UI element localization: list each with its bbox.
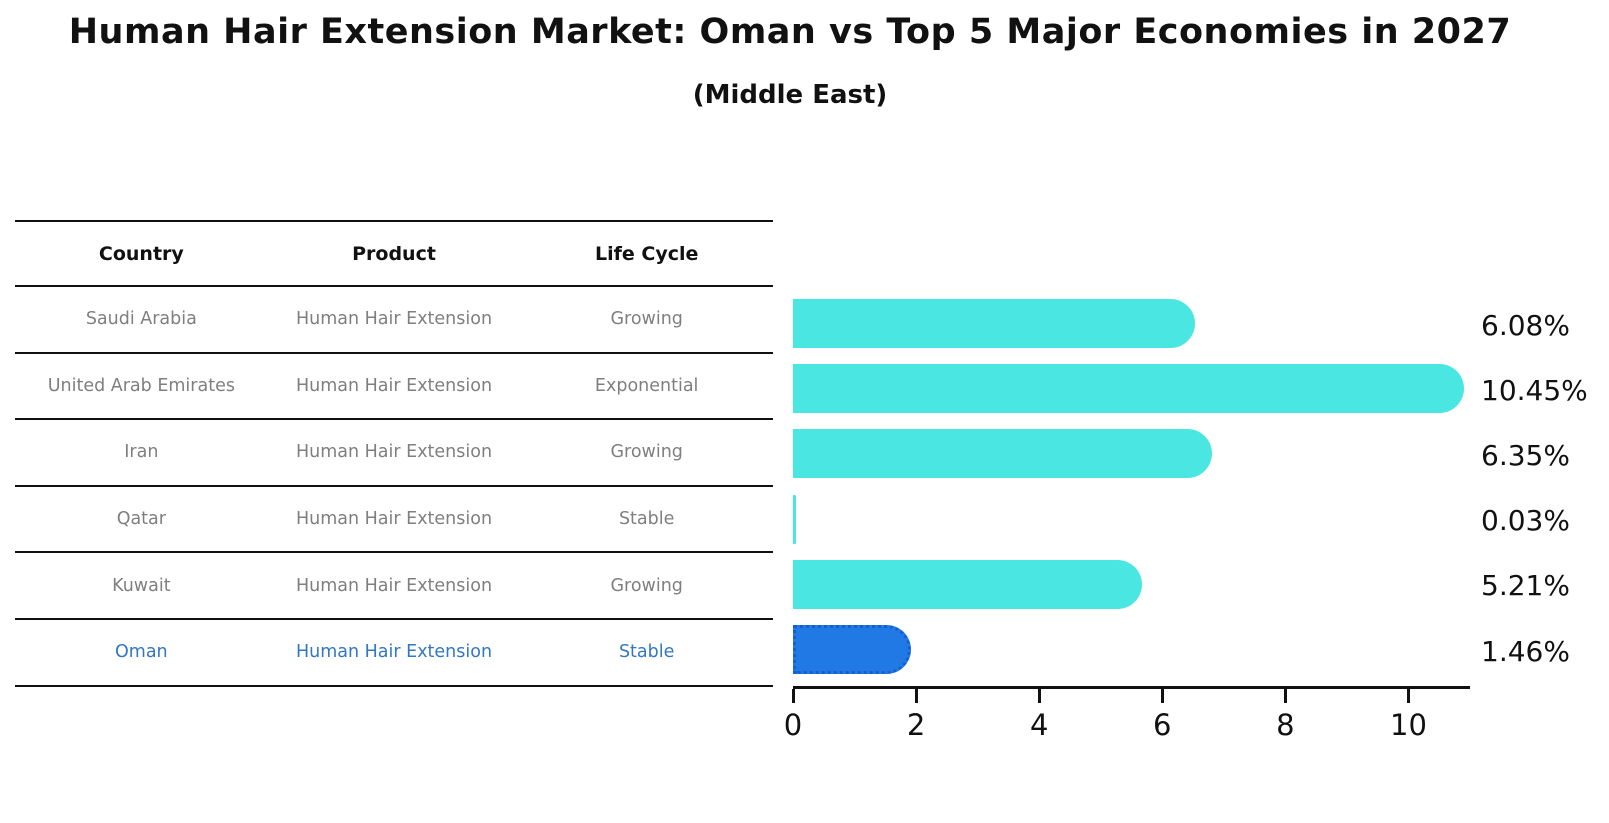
table-row-qatar-cell-0: Qatar xyxy=(116,509,166,530)
table-row-saudi-arabia: Saudi Arabia Human Hair Extension Growing xyxy=(15,287,773,354)
x-axis-tick-6 xyxy=(1160,689,1164,703)
table-row-saudi-arabia-cell-1: Human Hair Extension xyxy=(295,309,493,330)
x-axis-tick-2 xyxy=(914,689,918,703)
table-row-qatar-cell-2: Stable xyxy=(618,509,675,530)
value-label-iran: 6.35% xyxy=(1481,438,1570,472)
table-header-row-cell-2: Life Cycle xyxy=(594,242,699,265)
x-axis-tick-0 xyxy=(791,689,795,703)
x-axis-tick-label-2: 2 xyxy=(906,708,926,742)
country-table: Country Product Life Cycle Saudi Arabia Huma… xyxy=(15,220,773,687)
bar-saudi-arabia xyxy=(793,299,1196,348)
value-label-saudi-arabia: 6.08% xyxy=(1481,308,1570,342)
bar-iran xyxy=(793,429,1212,479)
table-row-iran-cell-0: Iran xyxy=(124,442,159,463)
x-axis-tick-4 xyxy=(1037,689,1041,703)
x-axis-tick-label-4: 4 xyxy=(1029,708,1049,742)
value-label-oman: 1.46% xyxy=(1481,634,1570,668)
value-label-qatar: 0.03% xyxy=(1481,504,1570,538)
x-axis-tick-label-8: 8 xyxy=(1276,708,1295,742)
x-axis-tick-label-0: 0 xyxy=(783,708,803,742)
table-row-qatar: Qatar Human Hair Extension Stable xyxy=(15,487,773,554)
table-row-iran-cell-2: Growing xyxy=(610,442,683,463)
table-row-united-arab-emirates-cell-0: United Arab Emirates xyxy=(47,375,235,396)
bar-united-arab-emirates xyxy=(793,364,1465,414)
table-row-united-arab-emirates: United Arab Emirates Human Hair Extension… xyxy=(15,354,773,421)
table-row-united-arab-emirates-cell-2: Exponential xyxy=(594,375,699,396)
table-row-kuwait-cell-2: Growing xyxy=(610,575,683,596)
value-label-united-arab-emirates: 10.45% xyxy=(1481,373,1588,407)
x-axis-tick-label-10: 10 xyxy=(1390,708,1427,742)
x-axis-tick-8 xyxy=(1283,689,1287,703)
table-row-oman: Oman Human Hair Extension Stable xyxy=(15,620,773,687)
table-row-iran-cell-1: Human Hair Extension xyxy=(295,442,493,463)
table-row-saudi-arabia-cell-0: Saudi Arabia xyxy=(85,309,197,330)
value-label-kuwait: 5.21% xyxy=(1481,569,1570,603)
table-row-oman-cell-1: Human Hair Extension xyxy=(295,642,493,663)
table-row-kuwait: Kuwait Human Hair Extension Growing xyxy=(15,553,773,620)
bar-oman xyxy=(793,625,911,674)
x-axis-line xyxy=(793,686,1470,689)
table-row-iran: Iran Human Hair Extension Growing xyxy=(15,420,773,487)
table-row-oman-cell-0: Oman xyxy=(115,642,168,663)
chart-title: Human Hair Extension Market: Oman vs Top… xyxy=(68,12,1512,52)
table-row-qatar-cell-1: Human Hair Extension xyxy=(295,509,493,530)
table-row-united-arab-emirates-cell-1: Human Hair Extension xyxy=(295,375,493,396)
table-row-kuwait-cell-1: Human Hair Extension xyxy=(295,575,493,596)
x-axis-tick-10 xyxy=(1406,689,1410,703)
table-header-row-cell-1: Product xyxy=(352,242,436,265)
table-row-oman-cell-2: Stable xyxy=(618,642,675,663)
table-header-row-cell-0: Country xyxy=(98,242,184,265)
x-axis-tick-label-6: 6 xyxy=(1153,708,1172,742)
chart-subtitle: (Middle East) xyxy=(692,80,888,110)
bar-kuwait xyxy=(793,559,1142,609)
table-header-row: Country Product Life Cycle xyxy=(15,222,773,287)
table-row-saudi-arabia-cell-2: Growing xyxy=(610,309,683,330)
table-row-kuwait-cell-0: Kuwait xyxy=(112,575,171,596)
bar-qatar xyxy=(793,494,796,544)
